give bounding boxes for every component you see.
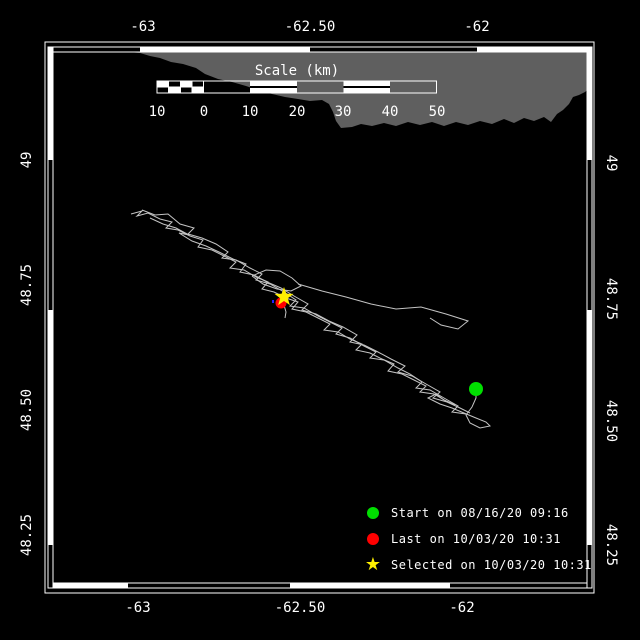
selected-star-marker (274, 287, 294, 306)
lat-label-right-48-25: 48.25 (603, 523, 619, 567)
lat-label-right-48-75: 48.75 (603, 277, 619, 321)
lon-label-bottom-62-50: -62.50 (274, 600, 326, 616)
lon-label-bottom-63: -63 (125, 600, 151, 616)
outer-frame-group (44, 41, 595, 594)
lat-label-right-49: 49 (603, 154, 619, 172)
scale-label-50: 50 (428, 104, 446, 120)
scale-label-40: 40 (381, 104, 399, 120)
legend-row-selected: ★ Selected on 10/03/20 10:31 (362, 552, 592, 578)
lat-label-left-48-50: 48.50 (19, 388, 35, 432)
legend-row-last: Last on 10/03/20 10:31 (362, 526, 592, 552)
lon-label-top-63: -63 (130, 19, 156, 35)
neatline-group (47, 46, 593, 589)
legend-last-label: Last on 10/03/20 10:31 (391, 532, 561, 546)
lat-label-left-48-25: 48.25 (19, 513, 35, 557)
scale-label-30: 30 (334, 104, 352, 120)
scale-bar-title: Scale (km) (254, 63, 340, 79)
selected-legend-star-icon: ★ (364, 554, 382, 575)
lat-label-left-49: 49 (19, 151, 35, 169)
last-legend-icon (367, 533, 379, 545)
scale-label-10: 10 (241, 104, 259, 120)
track-polyline-group (130, 209, 492, 429)
markers-group (272, 287, 483, 396)
lon-label-top-62-50: -62.50 (284, 19, 336, 35)
lon-label-top-62: -62 (464, 19, 490, 35)
blue-dot (272, 300, 274, 303)
legend: Start on 08/16/20 09:16 Last on 10/03/20… (362, 500, 592, 578)
lat-label-right-48-50: 48.50 (603, 399, 619, 443)
start-legend-icon (367, 507, 379, 519)
scale-bar (156, 80, 438, 94)
scale-label-20: 20 (288, 104, 306, 120)
legend-row-start: Start on 08/16/20 09:16 (362, 500, 592, 526)
lat-label-left-48-75: 48.75 (19, 263, 35, 307)
legend-start-label: Start on 08/16/20 09:16 (391, 506, 569, 520)
lon-label-bottom-62: -62 (449, 600, 475, 616)
legend-selected-label: Selected on 10/03/20 10:31 (391, 558, 592, 572)
start-marker (469, 382, 483, 396)
scale-label-10-left: 10 (148, 104, 166, 120)
scale-label-0: 0 (199, 104, 209, 120)
